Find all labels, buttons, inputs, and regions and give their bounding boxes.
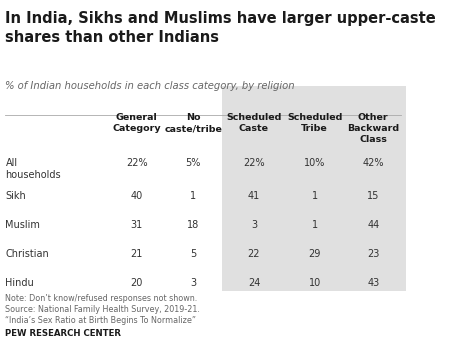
Text: General
Category: General Category bbox=[112, 113, 161, 133]
Text: 24: 24 bbox=[248, 278, 260, 288]
Text: All
households: All households bbox=[5, 158, 61, 180]
Text: 42%: 42% bbox=[363, 158, 384, 168]
Text: Scheduled
Tribe: Scheduled Tribe bbox=[287, 113, 342, 133]
Text: 22%: 22% bbox=[243, 158, 265, 168]
Text: 3: 3 bbox=[251, 220, 257, 230]
Text: “India’s Sex Ratio at Birth Begins To Normalize”: “India’s Sex Ratio at Birth Begins To No… bbox=[5, 316, 196, 324]
Text: 21: 21 bbox=[131, 249, 143, 259]
Text: 31: 31 bbox=[131, 220, 143, 230]
Text: 10%: 10% bbox=[304, 158, 325, 168]
Text: 10: 10 bbox=[309, 278, 321, 288]
Text: 18: 18 bbox=[187, 220, 200, 230]
Text: Scheduled
Caste: Scheduled Caste bbox=[226, 113, 282, 133]
Text: In India, Sikhs and Muslims have larger upper-caste
shares than other Indians: In India, Sikhs and Muslims have larger … bbox=[5, 11, 436, 45]
Text: 29: 29 bbox=[309, 249, 321, 259]
Text: PEW RESEARCH CENTER: PEW RESEARCH CENTER bbox=[5, 330, 121, 338]
Text: 5%: 5% bbox=[186, 158, 201, 168]
Text: 22%: 22% bbox=[126, 158, 147, 168]
Text: 5: 5 bbox=[190, 249, 197, 259]
Text: 3: 3 bbox=[190, 278, 196, 288]
Text: No
caste/tribe: No caste/tribe bbox=[164, 113, 222, 133]
Text: 23: 23 bbox=[367, 249, 379, 259]
Text: Other
Backward
Class: Other Backward Class bbox=[347, 113, 399, 144]
Text: 1: 1 bbox=[311, 191, 318, 201]
Text: 40: 40 bbox=[131, 191, 143, 201]
Text: % of Indian households in each class category, by religion: % of Indian households in each class cat… bbox=[5, 81, 295, 91]
Text: 20: 20 bbox=[131, 278, 143, 288]
Text: 15: 15 bbox=[367, 191, 379, 201]
Text: Sikh: Sikh bbox=[5, 191, 26, 201]
Text: 44: 44 bbox=[367, 220, 379, 230]
Text: Source: National Family Health Survey, 2019-21.: Source: National Family Health Survey, 2… bbox=[5, 305, 201, 314]
Text: Christian: Christian bbox=[5, 249, 49, 259]
Text: 41: 41 bbox=[248, 191, 260, 201]
Text: 1: 1 bbox=[311, 220, 318, 230]
Text: Muslim: Muslim bbox=[5, 220, 40, 230]
Text: 1: 1 bbox=[190, 191, 196, 201]
Text: Hindu: Hindu bbox=[5, 278, 34, 288]
Text: Note: Don’t know/refused responses not shown.: Note: Don’t know/refused responses not s… bbox=[5, 294, 198, 303]
Text: 43: 43 bbox=[367, 278, 379, 288]
Text: 22: 22 bbox=[248, 249, 260, 259]
Bar bbox=[222, 85, 406, 291]
